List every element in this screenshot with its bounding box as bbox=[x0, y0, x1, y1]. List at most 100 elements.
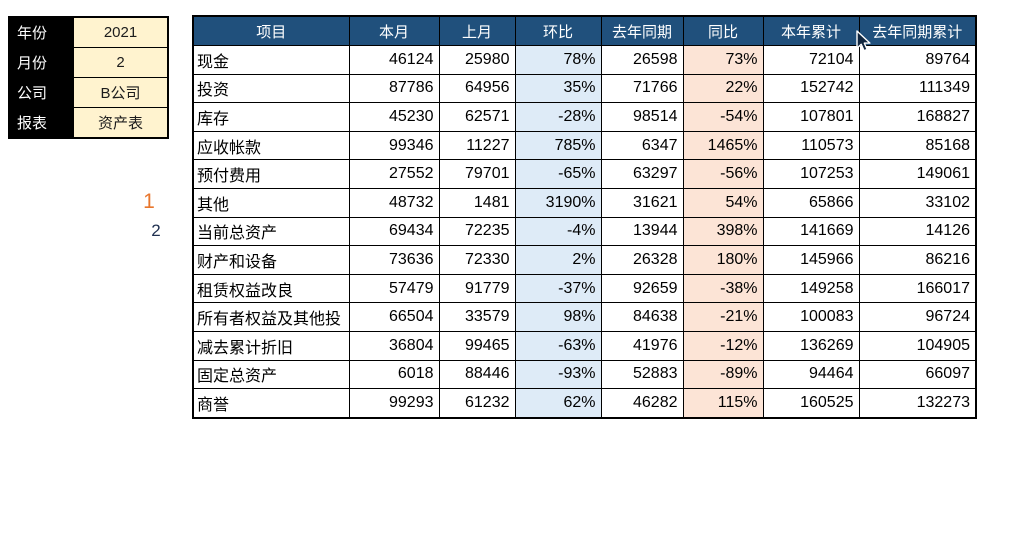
value-cell[interactable]: -54% bbox=[682, 102, 764, 132]
value-cell[interactable]: 62571 bbox=[438, 102, 516, 132]
page-button-1[interactable]: 1 bbox=[143, 190, 155, 213]
filter-value-report[interactable]: 资产表 bbox=[73, 107, 169, 139]
value-cell[interactable]: 100083 bbox=[762, 302, 860, 332]
column-header-5[interactable]: 同比 bbox=[682, 15, 764, 46]
value-cell[interactable]: 115% bbox=[682, 388, 764, 419]
value-cell[interactable]: 180% bbox=[682, 245, 764, 275]
value-cell[interactable]: 33102 bbox=[858, 187, 977, 218]
value-cell[interactable]: 85168 bbox=[858, 130, 977, 161]
value-cell[interactable]: 99465 bbox=[438, 330, 516, 361]
value-cell[interactable]: 91779 bbox=[438, 273, 516, 304]
value-cell[interactable]: 72330 bbox=[438, 245, 516, 275]
filter-value-company[interactable]: B公司 bbox=[73, 77, 169, 108]
value-cell[interactable]: -28% bbox=[514, 102, 602, 132]
value-cell[interactable]: 98514 bbox=[600, 102, 684, 132]
value-cell[interactable]: 69434 bbox=[348, 216, 440, 247]
value-cell[interactable]: 33579 bbox=[438, 302, 516, 332]
value-cell[interactable]: 84638 bbox=[600, 302, 684, 332]
value-cell[interactable]: 73636 bbox=[348, 245, 440, 275]
value-cell[interactable]: 110573 bbox=[762, 130, 860, 161]
value-cell[interactable]: 25980 bbox=[438, 45, 516, 75]
filter-value-year[interactable]: 2021 bbox=[73, 16, 169, 48]
value-cell[interactable]: 94464 bbox=[762, 359, 860, 390]
row-label-cell[interactable]: 现金 bbox=[192, 45, 350, 75]
row-label-cell[interactable]: 投资 bbox=[192, 73, 350, 104]
value-cell[interactable]: 22% bbox=[682, 73, 764, 104]
value-cell[interactable]: 46282 bbox=[600, 388, 684, 419]
value-cell[interactable]: 141669 bbox=[762, 216, 860, 247]
value-cell[interactable]: 46124 bbox=[348, 45, 440, 75]
value-cell[interactable]: 87786 bbox=[348, 73, 440, 104]
row-label-cell[interactable]: 应收帐款 bbox=[192, 130, 350, 161]
value-cell[interactable]: 149061 bbox=[858, 159, 977, 189]
column-header-2[interactable]: 上月 bbox=[438, 15, 516, 46]
value-cell[interactable]: 86216 bbox=[858, 245, 977, 275]
value-cell[interactable]: 57479 bbox=[348, 273, 440, 304]
column-header-4[interactable]: 去年同期 bbox=[600, 15, 684, 46]
value-cell[interactable]: 166017 bbox=[858, 273, 977, 304]
value-cell[interactable]: 3190% bbox=[514, 187, 602, 218]
row-label-cell[interactable]: 租赁权益改良 bbox=[192, 273, 350, 304]
value-cell[interactable]: 1465% bbox=[682, 130, 764, 161]
value-cell[interactable]: 73% bbox=[682, 45, 764, 75]
value-cell[interactable]: 6018 bbox=[348, 359, 440, 390]
value-cell[interactable]: 78% bbox=[514, 45, 602, 75]
column-header-6[interactable]: 本年累计 bbox=[762, 15, 860, 46]
value-cell[interactable]: 65866 bbox=[762, 187, 860, 218]
column-header-3[interactable]: 环比 bbox=[514, 15, 602, 46]
value-cell[interactable]: 398% bbox=[682, 216, 764, 247]
row-label-cell[interactable]: 商誉 bbox=[192, 388, 350, 419]
value-cell[interactable]: -89% bbox=[682, 359, 764, 390]
value-cell[interactable]: 14126 bbox=[858, 216, 977, 247]
row-label-cell[interactable]: 减去累计折旧 bbox=[192, 330, 350, 361]
value-cell[interactable]: 2% bbox=[514, 245, 602, 275]
value-cell[interactable]: -37% bbox=[514, 273, 602, 304]
value-cell[interactable]: 66504 bbox=[348, 302, 440, 332]
value-cell[interactable]: 79701 bbox=[438, 159, 516, 189]
value-cell[interactable]: 136269 bbox=[762, 330, 860, 361]
value-cell[interactable]: 152742 bbox=[762, 73, 860, 104]
value-cell[interactable]: -63% bbox=[514, 330, 602, 361]
value-cell[interactable]: 92659 bbox=[600, 273, 684, 304]
value-cell[interactable]: 66097 bbox=[858, 359, 977, 390]
value-cell[interactable]: 99293 bbox=[348, 388, 440, 419]
column-header-1[interactable]: 本月 bbox=[348, 15, 440, 46]
value-cell[interactable]: 96724 bbox=[858, 302, 977, 332]
value-cell[interactable]: -65% bbox=[514, 159, 602, 189]
value-cell[interactable]: 111349 bbox=[858, 73, 977, 104]
row-label-cell[interactable]: 固定总资产 bbox=[192, 359, 350, 390]
value-cell[interactable]: 71766 bbox=[600, 73, 684, 104]
value-cell[interactable]: -21% bbox=[682, 302, 764, 332]
row-label-cell[interactable]: 库存 bbox=[192, 102, 350, 132]
value-cell[interactable]: 11227 bbox=[438, 130, 516, 161]
value-cell[interactable]: 149258 bbox=[762, 273, 860, 304]
value-cell[interactable]: 785% bbox=[514, 130, 602, 161]
value-cell[interactable]: 168827 bbox=[858, 102, 977, 132]
page-button-2[interactable]: 2 bbox=[151, 221, 161, 240]
value-cell[interactable]: 132273 bbox=[858, 388, 977, 419]
row-label-cell[interactable]: 所有者权益及其他投 bbox=[192, 302, 350, 332]
value-cell[interactable]: 35% bbox=[514, 73, 602, 104]
value-cell[interactable]: 45230 bbox=[348, 102, 440, 132]
value-cell[interactable]: 41976 bbox=[600, 330, 684, 361]
value-cell[interactable]: 62% bbox=[514, 388, 602, 419]
row-label-cell[interactable]: 财产和设备 bbox=[192, 245, 350, 275]
value-cell[interactable]: 54% bbox=[682, 187, 764, 218]
value-cell[interactable]: 61232 bbox=[438, 388, 516, 419]
column-header-7[interactable]: 去年同期累计 bbox=[858, 15, 977, 46]
value-cell[interactable]: 107801 bbox=[762, 102, 860, 132]
value-cell[interactable]: 48732 bbox=[348, 187, 440, 218]
value-cell[interactable]: 13944 bbox=[600, 216, 684, 247]
value-cell[interactable]: 89764 bbox=[858, 45, 977, 75]
value-cell[interactable]: 72104 bbox=[762, 45, 860, 75]
value-cell[interactable]: -93% bbox=[514, 359, 602, 390]
value-cell[interactable]: 27552 bbox=[348, 159, 440, 189]
value-cell[interactable]: 1481 bbox=[438, 187, 516, 218]
row-label-cell[interactable]: 预付费用 bbox=[192, 159, 350, 189]
value-cell[interactable]: 99346 bbox=[348, 130, 440, 161]
row-label-cell[interactable]: 其他 bbox=[192, 187, 350, 218]
value-cell[interactable]: 63297 bbox=[600, 159, 684, 189]
value-cell[interactable]: 88446 bbox=[438, 359, 516, 390]
value-cell[interactable]: 145966 bbox=[762, 245, 860, 275]
value-cell[interactable]: 160525 bbox=[762, 388, 860, 419]
